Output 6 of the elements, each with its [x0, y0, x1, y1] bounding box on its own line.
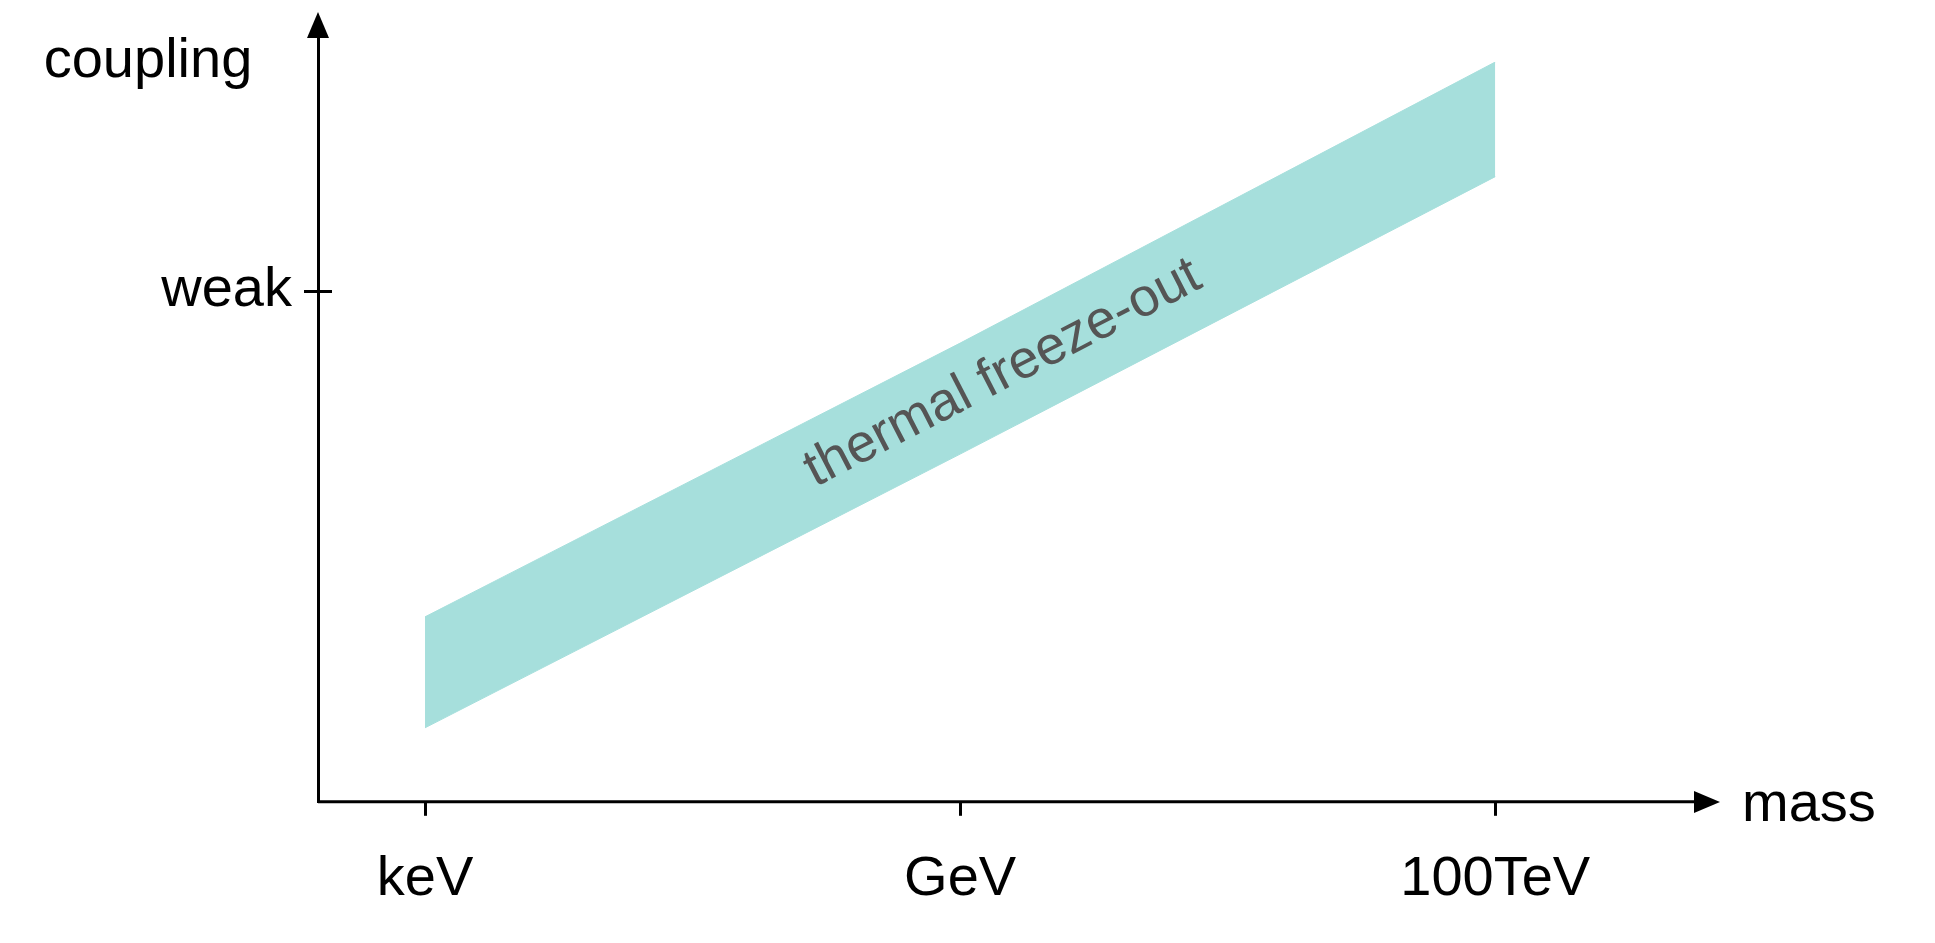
- x-tick-label: 100TeV: [1400, 843, 1591, 907]
- x-tick-label: keV: [376, 843, 474, 907]
- text: weak: [160, 255, 293, 319]
- y-axis-title: coupling: [43, 26, 253, 90]
- x-tick-label: GeV: [904, 843, 1017, 907]
- x-axis-title: mass: [1742, 770, 1876, 834]
